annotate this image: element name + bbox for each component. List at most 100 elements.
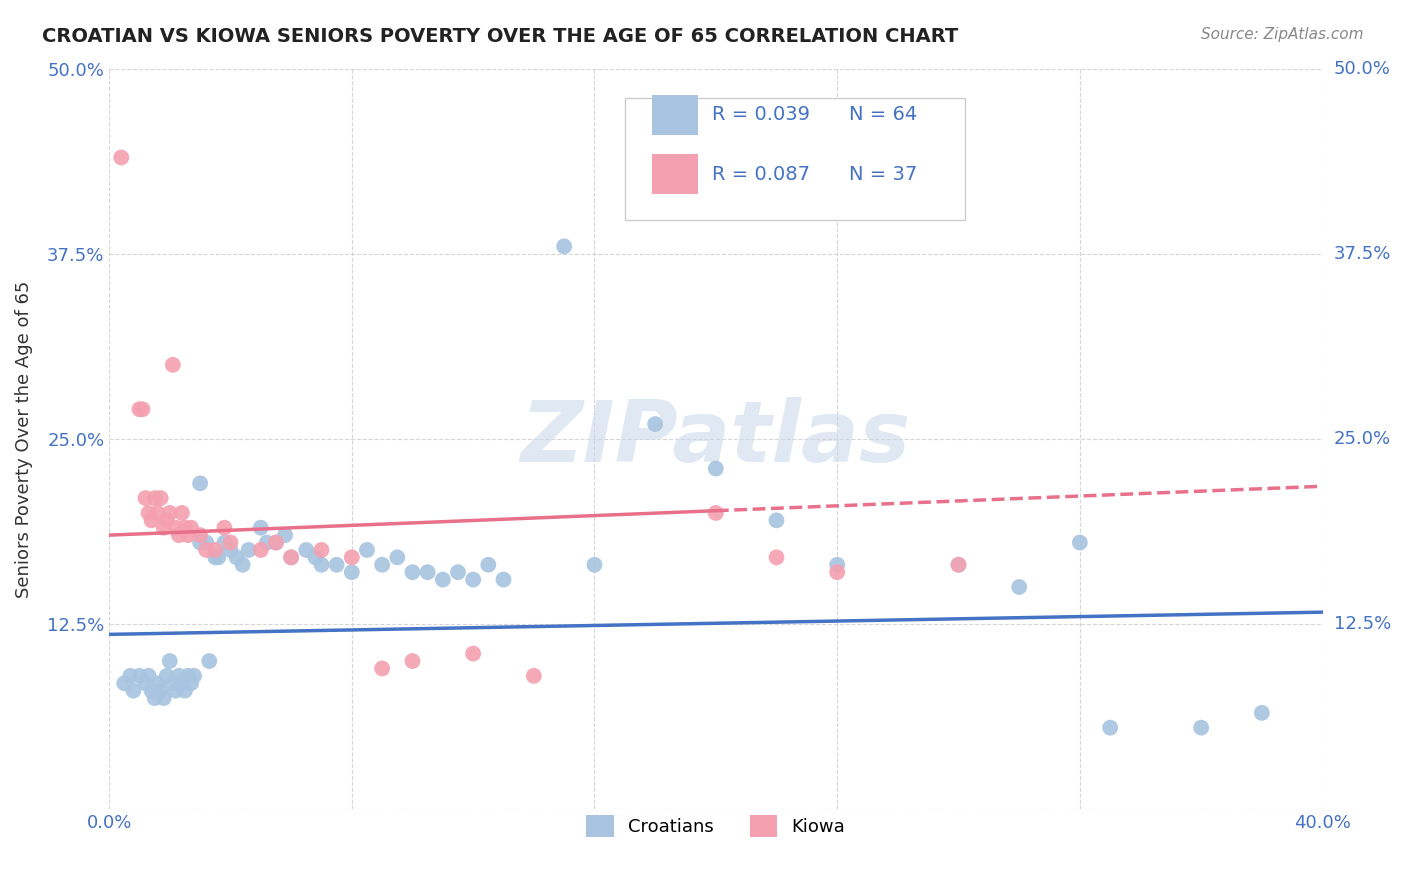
- Point: [311, 543, 333, 558]
- Point: [1250, 706, 1272, 720]
- Point: [644, 417, 666, 431]
- Text: ZIPatlas: ZIPatlas: [520, 397, 911, 481]
- Text: 37.5%: 37.5%: [1334, 244, 1391, 263]
- Point: [371, 558, 394, 572]
- Point: [159, 506, 181, 520]
- Point: [170, 676, 193, 690]
- Point: [232, 558, 254, 572]
- Text: N = 37: N = 37: [849, 165, 918, 184]
- Point: [249, 521, 271, 535]
- Point: [214, 535, 236, 549]
- Point: [195, 535, 218, 549]
- Text: CROATIAN VS KIOWA SENIORS POVERTY OVER THE AGE OF 65 CORRELATION CHART: CROATIAN VS KIOWA SENIORS POVERTY OVER T…: [42, 27, 959, 45]
- Point: [371, 661, 394, 675]
- Point: [188, 535, 211, 549]
- Legend: Croatians, Kiowa: Croatians, Kiowa: [579, 808, 852, 845]
- Point: [120, 669, 142, 683]
- Text: 25.0%: 25.0%: [1334, 430, 1391, 448]
- Point: [704, 461, 727, 475]
- Text: 12.5%: 12.5%: [1334, 615, 1391, 633]
- Point: [146, 506, 169, 520]
- Point: [174, 521, 197, 535]
- Point: [1189, 721, 1212, 735]
- Point: [138, 506, 160, 520]
- Point: [553, 239, 575, 253]
- Point: [204, 543, 226, 558]
- Point: [1099, 721, 1122, 735]
- Point: [162, 358, 184, 372]
- Text: R = 0.039: R = 0.039: [713, 105, 810, 124]
- Point: [159, 654, 181, 668]
- Point: [112, 676, 135, 690]
- Text: 50.0%: 50.0%: [1334, 60, 1391, 78]
- Point: [143, 491, 166, 505]
- Point: [583, 558, 606, 572]
- Point: [149, 491, 172, 505]
- Point: [1008, 580, 1031, 594]
- Point: [304, 550, 326, 565]
- FancyBboxPatch shape: [624, 98, 965, 220]
- Point: [825, 558, 848, 572]
- Point: [135, 491, 157, 505]
- Point: [110, 151, 132, 165]
- Point: [180, 676, 202, 690]
- Point: [195, 543, 218, 558]
- Point: [447, 565, 470, 579]
- Point: [225, 550, 247, 565]
- Point: [149, 683, 172, 698]
- Point: [256, 535, 278, 549]
- Point: [274, 528, 297, 542]
- Point: [340, 565, 363, 579]
- Point: [162, 676, 184, 690]
- Point: [416, 565, 439, 579]
- Point: [141, 683, 163, 698]
- Point: [135, 676, 157, 690]
- Point: [174, 683, 197, 698]
- Point: [401, 565, 423, 579]
- Point: [156, 669, 179, 683]
- Point: [1069, 535, 1091, 549]
- Point: [131, 402, 153, 417]
- Point: [167, 669, 190, 683]
- Point: [249, 543, 271, 558]
- Point: [141, 513, 163, 527]
- Point: [432, 573, 454, 587]
- Point: [198, 654, 221, 668]
- Point: [765, 550, 787, 565]
- Point: [264, 535, 287, 549]
- Point: [219, 543, 242, 558]
- Point: [128, 402, 150, 417]
- Point: [280, 550, 302, 565]
- Point: [948, 558, 970, 572]
- Point: [463, 573, 485, 587]
- Point: [219, 535, 242, 549]
- Point: [188, 476, 211, 491]
- Point: [280, 550, 302, 565]
- Point: [325, 558, 347, 572]
- Point: [340, 550, 363, 565]
- Point: [948, 558, 970, 572]
- Point: [295, 543, 318, 558]
- Point: [180, 521, 202, 535]
- Point: [165, 521, 187, 535]
- Point: [122, 683, 145, 698]
- Y-axis label: Seniors Poverty Over the Age of 65: Seniors Poverty Over the Age of 65: [15, 280, 32, 598]
- Point: [477, 558, 499, 572]
- Point: [387, 550, 409, 565]
- Point: [214, 521, 236, 535]
- Text: R = 0.087: R = 0.087: [713, 165, 810, 184]
- Point: [238, 543, 260, 558]
- Bar: [651, 153, 697, 194]
- Point: [207, 550, 229, 565]
- Point: [523, 669, 546, 683]
- Point: [492, 573, 515, 587]
- Text: Source: ZipAtlas.com: Source: ZipAtlas.com: [1201, 27, 1364, 42]
- Point: [704, 506, 727, 520]
- Point: [311, 558, 333, 572]
- Point: [167, 528, 190, 542]
- Point: [152, 691, 174, 706]
- Point: [143, 691, 166, 706]
- Point: [177, 669, 200, 683]
- Point: [264, 535, 287, 549]
- Text: N = 64: N = 64: [849, 105, 918, 124]
